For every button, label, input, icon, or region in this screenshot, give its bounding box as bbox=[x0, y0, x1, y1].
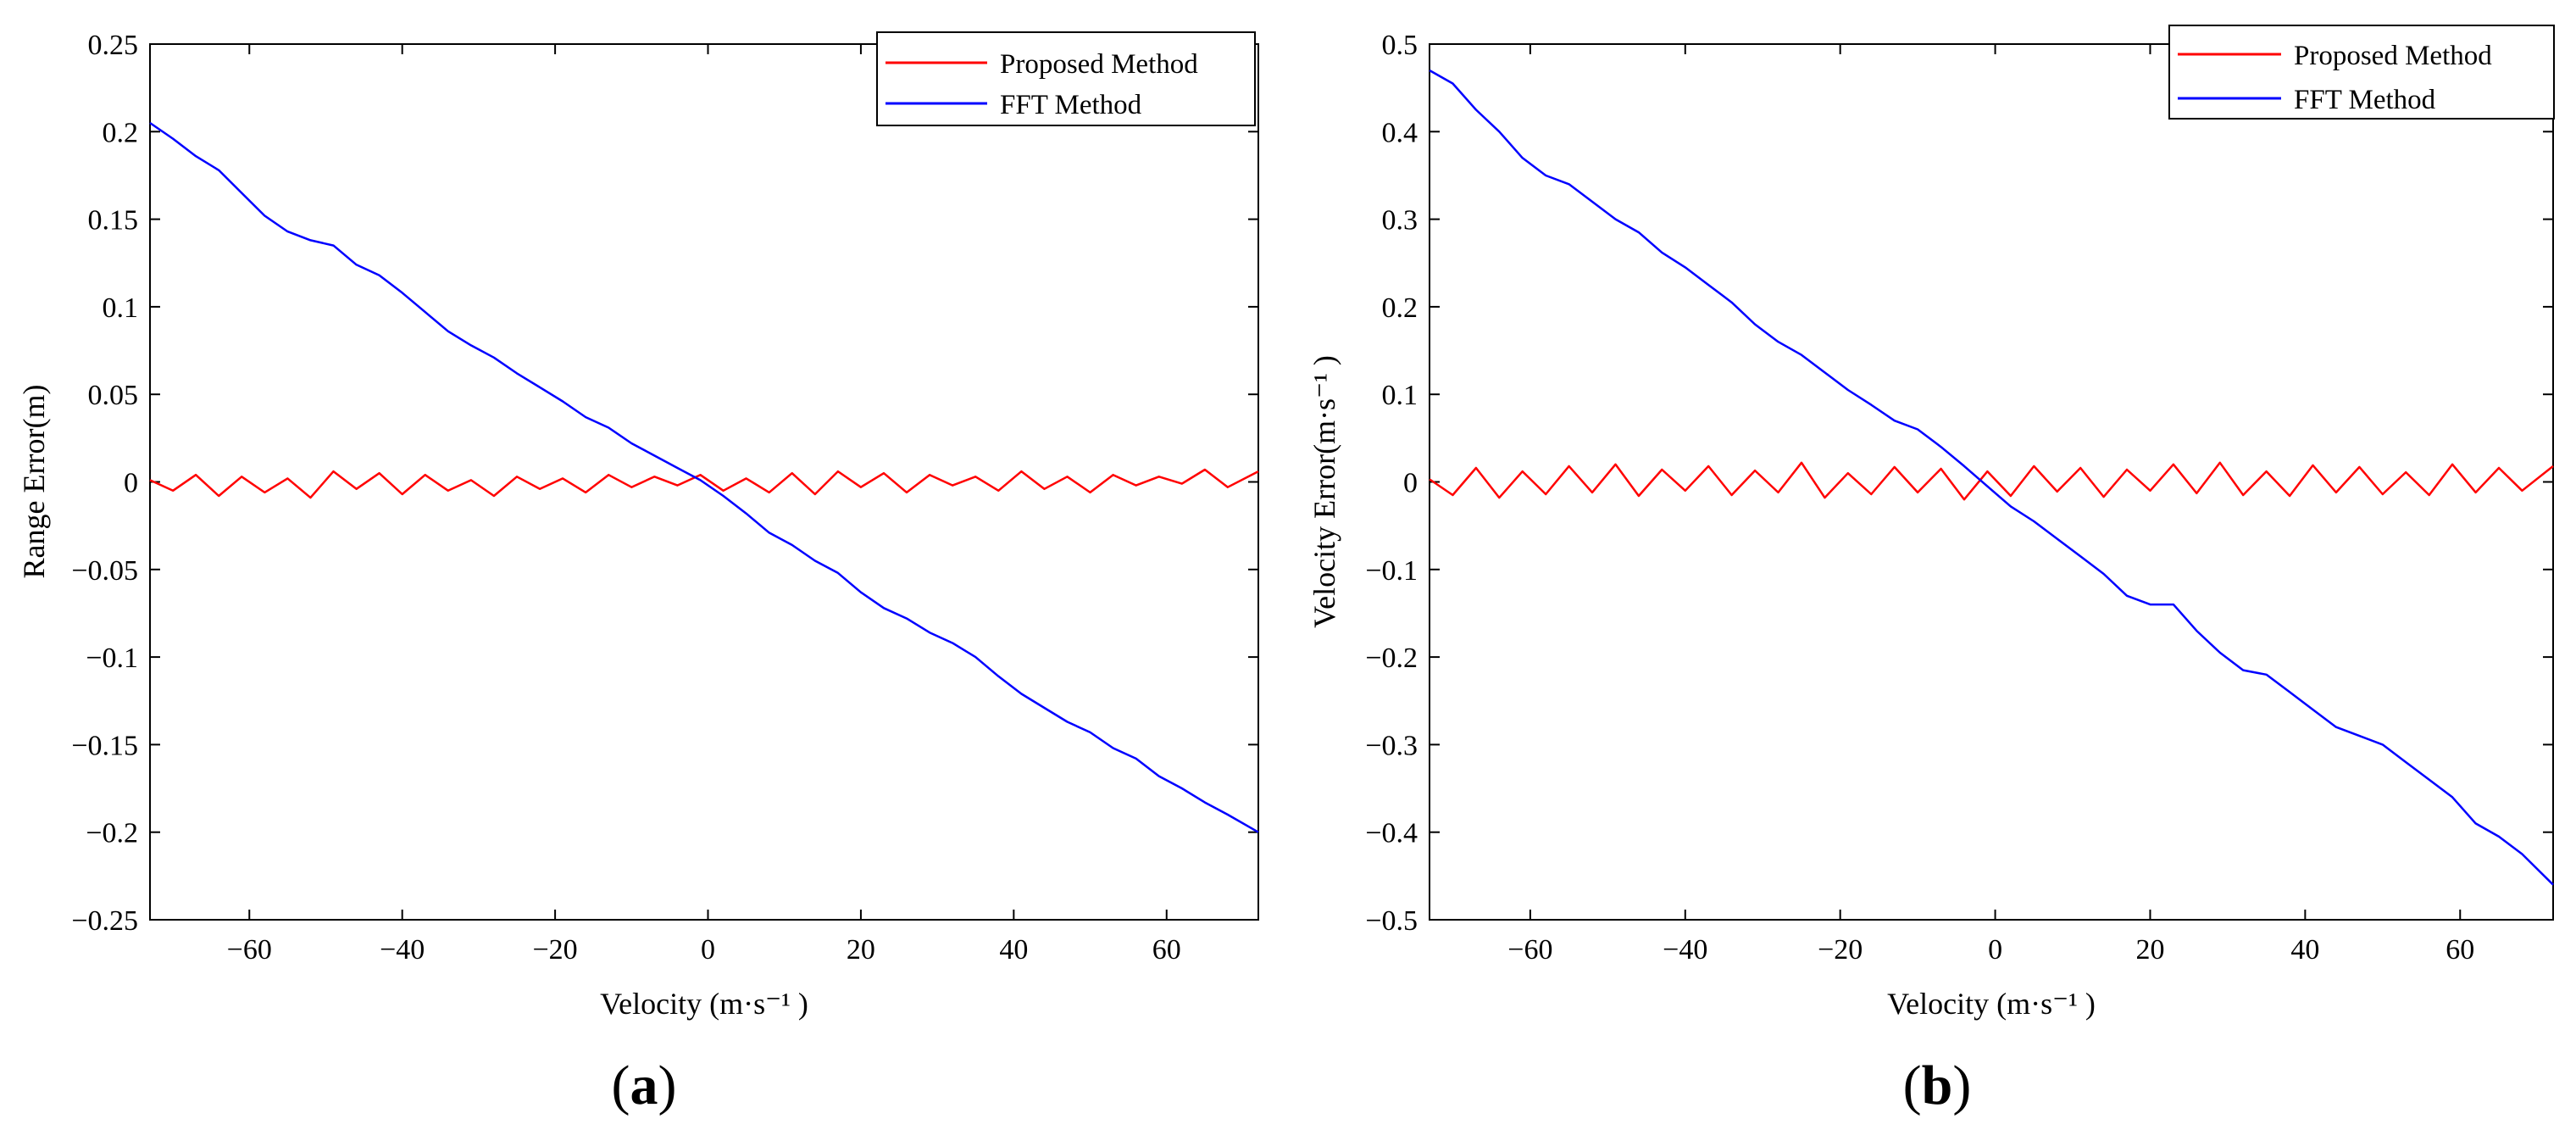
plot-area-b bbox=[1429, 43, 2554, 921]
y-tick-label-a: 0.25 bbox=[88, 30, 139, 61]
series-lines-a bbox=[149, 121, 1259, 833]
series-lines-b bbox=[1429, 69, 2554, 886]
panel-label-a: (a) bbox=[612, 1055, 677, 1116]
x-tick-label-a: 0 bbox=[701, 934, 715, 966]
y-tick-label-a: 0.2 bbox=[103, 117, 139, 148]
x-axis-label-b: Velocity (m·s⁻¹ ) bbox=[1887, 987, 2096, 1021]
panel-label-b: (b) bbox=[1903, 1055, 1972, 1116]
y-tick-label-b: −0.1 bbox=[1365, 555, 1418, 587]
y-tick-label-b: 0.5 bbox=[1382, 30, 1418, 61]
x-tick-label-b: −40 bbox=[1663, 934, 1707, 966]
x-axis-label-a: Velocity (m·s⁻¹ ) bbox=[600, 987, 808, 1021]
panel-letter-b: b bbox=[1922, 1055, 1953, 1116]
y-tick-labels-b: −0.5 −0.4 −0.3 −0.2 −0.1 0 0.1 0.2 0.3 0.4 0.5 bbox=[1365, 30, 1418, 937]
x-tick-label-b: 40 bbox=[2290, 934, 2319, 966]
chart-panel-a: −0.25 −0.2 −0.15 −0.1 −0.05 0 0.05 0.1 0.15 0.2 0.… bbox=[17, 30, 1259, 1116]
y-tick-label-a: −0.25 bbox=[71, 905, 138, 937]
y-tick-label-a: 0.1 bbox=[103, 292, 139, 324]
y-tick-label-b: 0 bbox=[1403, 468, 1418, 499]
x-tick-label-b: −60 bbox=[1507, 934, 1552, 966]
legend-label-fft-b: FFT Method bbox=[2294, 85, 2436, 115]
x-tick-label-a: −40 bbox=[380, 934, 425, 966]
legend-label-proposed-b: Proposed Method bbox=[2294, 41, 2492, 71]
legend-box-b bbox=[2168, 25, 2555, 120]
y-tick-label-b: −0.4 bbox=[1365, 818, 1418, 849]
x-tick-label-a: 40 bbox=[999, 934, 1028, 966]
x-tick-label-b: 60 bbox=[2446, 934, 2474, 966]
y-tick-label-b: 0.1 bbox=[1382, 380, 1418, 411]
y-tick-label-a: 0.05 bbox=[88, 380, 139, 411]
y-axis-label-b: Velocity Error(m·s⁻¹ ) bbox=[1307, 355, 1341, 628]
legend-b: Proposed Method FFT Method bbox=[2168, 25, 2555, 120]
y-tick-label-a: 0 bbox=[124, 468, 138, 499]
series-proposed-line-b bbox=[1429, 461, 2554, 501]
x-tick-labels-a: −60 −40 −20 0 20 40 60 bbox=[227, 934, 1181, 966]
y-tick-label-a: 0.15 bbox=[88, 205, 139, 237]
x-tick-label-a: 20 bbox=[847, 934, 875, 966]
x-tick-label-a: 60 bbox=[1152, 934, 1181, 966]
panel-letter-a: a bbox=[630, 1055, 658, 1116]
y-tick-label-b: −0.3 bbox=[1365, 730, 1418, 761]
legend-label-proposed-a: Proposed Method bbox=[1000, 49, 1198, 80]
y-axis-label-a: Range Error(m) bbox=[17, 385, 51, 579]
y-tick-labels-a: −0.25 −0.2 −0.15 −0.1 −0.05 0 0.05 0.1 0.15 0.2 0.… bbox=[71, 30, 138, 937]
chart-panel-b: −0.5 −0.4 −0.3 −0.2 −0.1 0 0.1 0.2 0.3 0.4 0.5 −60… bbox=[1307, 25, 2555, 1116]
series-fft-line-a bbox=[149, 121, 1259, 833]
x-tick-labels-b: −60 −40 −20 0 20 40 60 bbox=[1507, 934, 2474, 966]
y-tick-label-b: 0.2 bbox=[1382, 292, 1418, 324]
y-tick-label-b: −0.5 bbox=[1365, 905, 1418, 937]
legend-label-fft-a: FFT Method bbox=[1000, 90, 1142, 120]
x-tick-label-b: 0 bbox=[1988, 934, 2002, 966]
y-tick-label-a: −0.1 bbox=[86, 643, 138, 674]
y-tick-label-a: −0.15 bbox=[71, 730, 138, 761]
x-tick-label-a: −20 bbox=[533, 934, 578, 966]
x-tick-label-b: −20 bbox=[1818, 934, 1863, 966]
legend-box-a bbox=[876, 31, 1256, 126]
x-tick-label-a: −60 bbox=[227, 934, 272, 966]
series-fft-line-b bbox=[1429, 69, 2554, 886]
y-tick-label-b: 0.4 bbox=[1382, 117, 1418, 148]
y-tick-label-a: −0.2 bbox=[86, 818, 138, 849]
y-tick-label-b: −0.2 bbox=[1365, 643, 1418, 674]
y-tick-label-b: 0.3 bbox=[1382, 205, 1418, 237]
y-tick-label-a: −0.05 bbox=[71, 555, 138, 587]
series-proposed-line-a bbox=[149, 468, 1259, 499]
legend-a: Proposed Method FFT Method bbox=[876, 31, 1256, 126]
x-tick-label-b: 20 bbox=[2135, 934, 2164, 966]
